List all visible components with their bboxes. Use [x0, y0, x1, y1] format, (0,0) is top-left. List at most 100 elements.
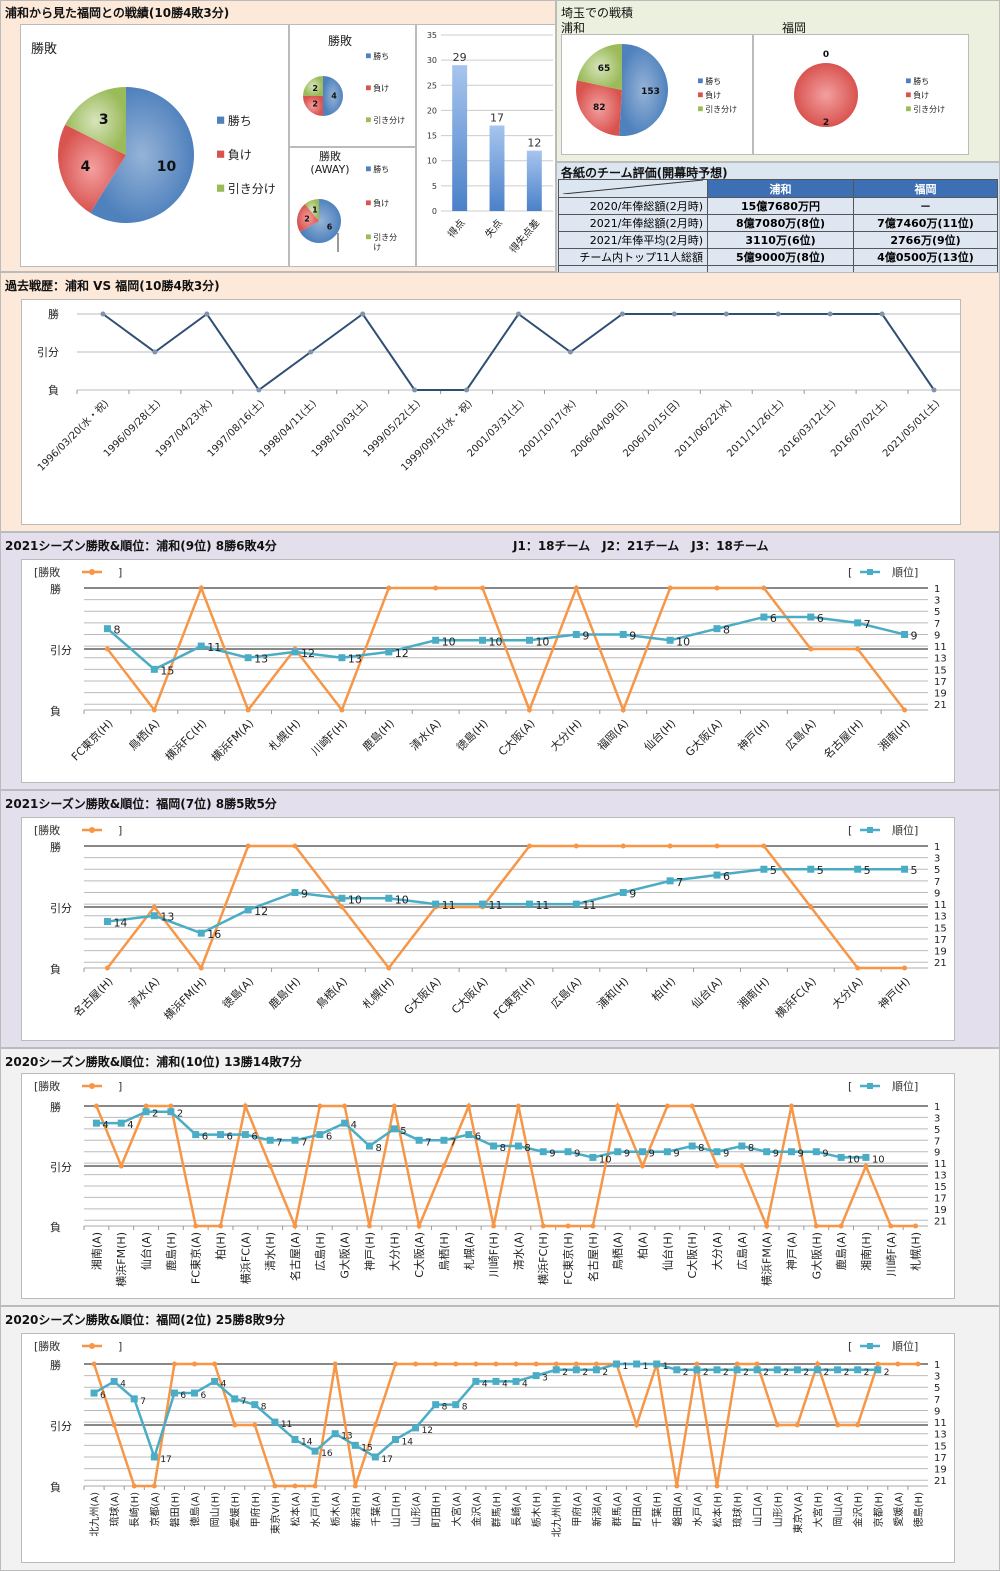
x-tick-label: 仙台(H): [660, 1232, 674, 1271]
legend-label-win: 勝ち: [228, 113, 252, 128]
y-tick-label: 30: [427, 56, 437, 65]
legend-rank-marker: [867, 827, 873, 833]
history-data-point: [619, 311, 625, 317]
result-data-point: [761, 843, 767, 849]
x-tick-label: 清水(H): [264, 1232, 277, 1271]
x-tick-label: 栃木(H): [530, 1492, 543, 1527]
x-tick-label: 琉球(A): [108, 1492, 121, 1527]
x-tick-label: 北九州(H): [551, 1492, 563, 1537]
x-tick-label: 札幌(H): [360, 974, 397, 1011]
x-tick-label: 仙台(H): [641, 716, 678, 753]
legend-swatch-loss: [366, 85, 371, 91]
result-data-point: [714, 1483, 720, 1489]
rank-data-point: [733, 1366, 741, 1374]
result-data-point: [193, 1223, 199, 1229]
result-data-point: [808, 646, 814, 652]
rank-data-point: [807, 613, 815, 621]
result-data-point: [913, 1223, 919, 1229]
rank-data-point: [693, 1366, 701, 1374]
result-series-line: [106, 584, 906, 714]
x-tick-label: 2001/10/17(水): [517, 398, 579, 460]
rank-data-point: [291, 1136, 299, 1144]
x-tick-label: 水戸(H): [310, 1492, 322, 1527]
rank-data-point: [807, 865, 815, 873]
rank-data-label: 2: [703, 1368, 709, 1378]
rank-data-label: 2: [683, 1368, 689, 1378]
result-data-point: [91, 1361, 97, 1367]
rank-data-label: 1: [643, 1362, 649, 1372]
x-tick-label: 鳥栖(A): [313, 974, 350, 1011]
rank-data-point: [490, 1142, 498, 1150]
legend-rank-label: 順位]: [892, 823, 918, 837]
legend-swatch-win: [366, 166, 371, 172]
rank-data-label: 4: [221, 1379, 227, 1389]
result-series-line: [106, 844, 905, 971]
y2-tick-label: 5: [934, 607, 940, 618]
result-data-point: [212, 1361, 218, 1367]
rank-data-point: [385, 648, 393, 656]
y-tick-label: 負: [50, 1481, 61, 1494]
legend-label-win: 勝ち: [705, 76, 721, 86]
rank-data-point: [639, 1148, 647, 1156]
rank-data-label: 17: [381, 1455, 392, 1465]
x-tick-label: 金沢(A): [470, 1492, 483, 1527]
rank-data-label: 6: [326, 1132, 332, 1143]
y-tick-label: 勝: [48, 307, 59, 321]
rank-data-label: 9: [629, 629, 636, 642]
legend-label-loss: 負け: [705, 90, 721, 100]
eval-header-urawa: 浦和: [707, 179, 854, 198]
result-data-point: [855, 646, 861, 652]
summary-title: 浦和から見た福岡との戦績(10勝4敗3分): [5, 6, 230, 20]
rank-data-label: 1: [663, 1362, 669, 1372]
rank-data-label: 6: [202, 1132, 208, 1143]
y2-tick-label: 5: [934, 865, 940, 876]
rank-data-point: [391, 1436, 399, 1444]
rank-data-label: 7: [241, 1397, 247, 1407]
rank-data-label: 10: [535, 635, 549, 648]
rank-data-label: 8: [524, 1143, 530, 1154]
result-data-point: [332, 1361, 338, 1367]
x-tick-label: 横浜FM(A): [760, 1232, 774, 1286]
legend-label-loss: 負け: [373, 198, 389, 208]
rank-data-label: 2: [823, 1368, 829, 1378]
legend-bracket: [: [848, 824, 852, 837]
pie-data-label: 4: [331, 92, 337, 101]
x-tick-label: 横浜FC(A): [238, 1232, 252, 1284]
y2-tick-label: 19: [934, 947, 947, 958]
saitama-fukuoka-label: 福岡: [782, 21, 807, 35]
rank-data-label: 15: [361, 1443, 372, 1453]
rank-data-label: 4: [102, 1120, 108, 1131]
rank-data-point: [854, 619, 862, 627]
bar: [452, 65, 468, 211]
rank-data-label: 2: [152, 1109, 158, 1120]
x-tick-label: 失点: [482, 217, 505, 241]
rank-data-point: [613, 1360, 621, 1368]
x-tick-label: 広島(H): [313, 1232, 327, 1271]
saitama-fukuoka-box: 2 0 勝ち 負け 引き分け: [753, 34, 969, 155]
pie-slice-draw: [304, 199, 319, 221]
rank-data-label: 2: [763, 1368, 769, 1378]
legend-swatch-draw: [906, 106, 911, 112]
result-data-point: [480, 585, 486, 591]
rank-data-label: 6: [180, 1391, 186, 1401]
pie-slice-loss: [576, 80, 622, 136]
x-tick-label: 町田(H): [432, 1492, 443, 1527]
rank-data-point: [901, 630, 909, 638]
result-data-point: [565, 1223, 571, 1229]
legend-bracket: ]: [118, 1080, 122, 1093]
rank-data-label: 5: [817, 864, 824, 877]
rank-data-point: [452, 1401, 460, 1409]
eval-row-label: チーム内トップ11人総額: [558, 248, 708, 266]
history-data-point: [567, 349, 573, 355]
rank-data-point: [812, 1148, 820, 1156]
result-data-point: [888, 1223, 894, 1229]
bar-data-label: 12: [527, 137, 541, 150]
legend-label-draw: 引き分け: [228, 182, 276, 196]
overall-pie-box: 勝敗 10 4 3 勝ち 負け 引き分け: [20, 24, 289, 267]
urawa2021-chart-box: [勝敗][順位] 1 3 5 7 9 11 13 15 17 19 21 負引分勝 FC東京(H) 鳥栖(A…: [21, 559, 955, 783]
result-data-point: [788, 1103, 794, 1109]
x-tick-label: 山形(A): [411, 1492, 423, 1527]
rank-data-label: 4: [127, 1120, 133, 1131]
pie-data-label: 2: [304, 215, 310, 224]
